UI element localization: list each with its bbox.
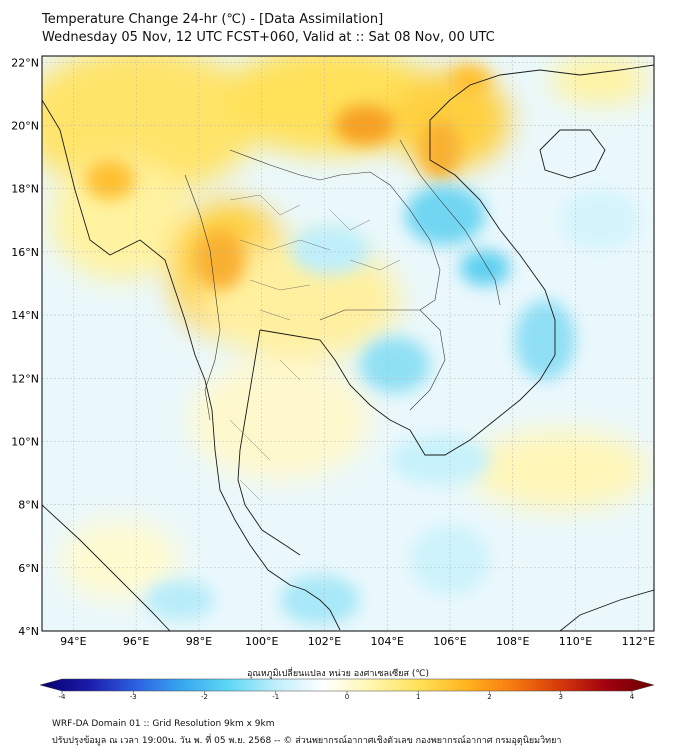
lon-label: 112°E (622, 635, 655, 648)
lon-label: 102°E (308, 635, 341, 648)
map-frame (41, 55, 655, 632)
lat-label: 18°N (11, 183, 39, 196)
chart-title: Temperature Change 24-hr (℃) - [Data Ass… (42, 12, 384, 27)
colorbar-tick-label: -1 (272, 693, 280, 701)
lon-label: 104°E (371, 635, 404, 648)
lon-label: 110°E (559, 635, 592, 648)
cambodia-border (319, 309, 446, 411)
lon-label: 96°E (123, 635, 149, 648)
gulf-of-thailand-north (259, 329, 411, 431)
lon-label: 108°E (496, 635, 529, 648)
longitude-labels: 94°E 96°E 98°E 100°E 102°E 104°E 106°E 108°E 110… (60, 635, 655, 648)
lat-label: 16°N (11, 246, 39, 259)
lat-label: 6°N (18, 562, 39, 575)
mainland-coastline (42, 99, 341, 631)
thailand-laos-border (229, 149, 441, 311)
colorbar-ticks (61, 691, 633, 694)
lat-label: 22°N (11, 56, 39, 69)
colorbar (39, 678, 655, 692)
mekong-delta-coast (409, 64, 654, 456)
lon-label: 94°E (60, 635, 86, 648)
colorbar-tick-label: -2 (201, 693, 208, 701)
latitude-labels: 22°N 20°N 18°N 16°N 14°N 12°N 10°N 8°N 6°N 4°N (11, 56, 39, 638)
colorbar-tick-label: 2 (487, 693, 492, 701)
footer-update-info: ปรับปรุงข้อมูล ณ เวลา 19:00น. วัน พ. ที่… (52, 736, 562, 746)
map-field (42, 56, 654, 631)
lat-label: 8°N (18, 499, 39, 512)
lon-label: 100°E (245, 635, 278, 648)
colorbar-title: อุณหภูมิเปลี่ยนแปลง หน่วย องศาเซลเซียส (… (246, 669, 430, 679)
sumatra-coast (42, 504, 171, 631)
lat-label: 12°N (11, 372, 39, 385)
colorbar-tick-label: 4 (629, 693, 635, 701)
coastlines (42, 64, 654, 631)
borneo-coast (559, 589, 654, 631)
lon-label: 98°E (186, 635, 212, 648)
chart-subtitle: Wednesday 05 Nov, 12 UTC FCST+060, Valid… (42, 30, 495, 45)
colorbar-tick-label: -4 (58, 693, 66, 701)
province-lines (229, 194, 401, 501)
lat-label: 20°N (11, 120, 39, 133)
gulf-of-thailand-west-coast (237, 329, 301, 556)
lat-label: 10°N (11, 435, 39, 448)
lat-label: 4°N (18, 625, 39, 638)
lon-label: 106°E (433, 635, 466, 648)
colorbar-tick-label: 0 (344, 693, 350, 701)
footer-model-info: WRF-DA Domain 01 :: Grid Resolution 9km … (52, 719, 275, 729)
colorbar-tick-label: 1 (416, 693, 421, 701)
thailand-myanmar-border (184, 174, 221, 421)
map-gridlines (42, 56, 654, 631)
colorbar-tick-label: 3 (558, 693, 563, 701)
lat-label: 14°N (11, 309, 39, 322)
colorbar-tick-label: -3 (129, 693, 137, 701)
hainan-island (539, 129, 606, 179)
country-borders (184, 139, 501, 501)
laos-vietnam-border (399, 139, 501, 306)
